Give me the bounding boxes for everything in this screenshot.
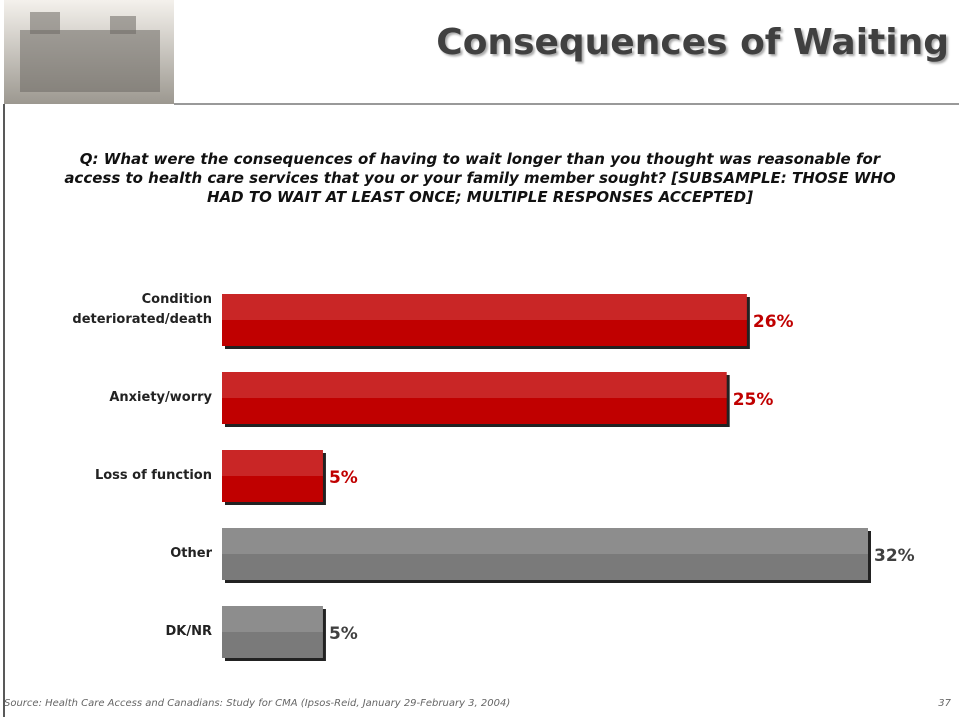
bar <box>222 294 747 346</box>
data-label: 5% <box>329 624 358 644</box>
source-note: Source: Health Care Access and Canadians… <box>4 698 511 709</box>
chart-title: Consequences of Waiting <box>436 22 949 63</box>
chart-subtitle: Q: What were the consequences of having … <box>64 150 896 206</box>
bar-highlight <box>222 294 747 320</box>
category-label: DK/NR <box>165 624 212 639</box>
page-number: 37 <box>938 698 951 709</box>
category-label: Condition deteriorated/death <box>72 292 212 327</box>
data-label: 5% <box>329 468 358 488</box>
bar <box>222 606 323 658</box>
bar-highlight <box>222 528 868 554</box>
bar-highlight <box>222 606 323 632</box>
bar <box>222 450 323 502</box>
bar-highlight <box>222 450 323 476</box>
data-label: 32% <box>874 546 915 566</box>
building-sketch <box>20 12 160 92</box>
bar <box>222 528 868 580</box>
category-label: Other <box>170 546 212 561</box>
data-label: 25% <box>733 390 774 410</box>
bar <box>222 372 727 424</box>
category-label: Anxiety/worry <box>109 390 212 405</box>
data-label: 26% <box>753 312 794 332</box>
category-label: Loss of function <box>94 468 212 483</box>
bar-highlight <box>222 372 727 398</box>
